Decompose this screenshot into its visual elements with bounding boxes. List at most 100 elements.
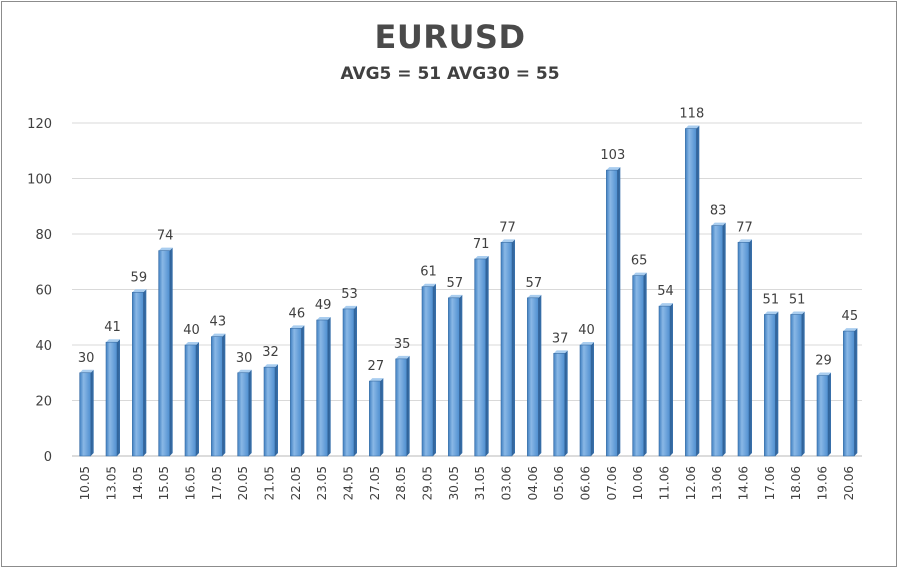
bar — [342, 308, 355, 457]
bar-top — [580, 342, 594, 345]
bar — [579, 344, 592, 457]
bar-top — [316, 317, 331, 321]
bar — [658, 305, 671, 457]
bar-side — [828, 372, 831, 456]
bar-side — [591, 342, 594, 456]
bar-side — [327, 317, 331, 456]
chart-title: EURUSD — [374, 18, 526, 56]
x-tick-label: 21.05 — [263, 466, 277, 500]
bar-top — [738, 239, 752, 243]
bar-side — [406, 355, 410, 456]
bar — [237, 372, 249, 457]
bar-top — [685, 125, 700, 129]
bar-top — [369, 378, 384, 382]
bar — [79, 372, 91, 457]
bar-top — [343, 305, 357, 309]
x-tick-label: 05.06 — [552, 466, 566, 500]
bar-side — [722, 222, 726, 456]
bar-top — [132, 289, 147, 293]
bar — [553, 353, 565, 457]
x-tick-label: 16.05 — [184, 466, 198, 500]
bar-side — [670, 303, 673, 456]
x-tick-label: 30.05 — [447, 466, 461, 500]
bar-side — [854, 328, 858, 456]
x-tick-label: 10.05 — [78, 466, 92, 500]
bar-top — [106, 339, 120, 343]
x-tick-label: 10.06 — [631, 466, 645, 500]
bar — [474, 258, 486, 457]
bar-top — [817, 372, 831, 376]
bar — [316, 319, 328, 457]
bar-top — [606, 167, 621, 171]
bar — [790, 314, 802, 457]
bar-top — [843, 328, 858, 332]
bar-side — [117, 339, 120, 456]
data-label: 74 — [157, 229, 174, 244]
x-tick-label: 31.05 — [473, 466, 487, 500]
x-tick-label: 27.05 — [368, 466, 382, 500]
bar-side — [301, 325, 305, 456]
data-label: 51 — [763, 292, 780, 307]
data-label: 59 — [131, 270, 148, 285]
bar — [184, 344, 197, 457]
data-label: 71 — [473, 237, 490, 252]
x-tick-label: 14.06 — [737, 466, 751, 500]
bar — [448, 297, 460, 457]
data-label: 40 — [183, 323, 200, 338]
bar-side — [538, 294, 542, 456]
bar — [290, 328, 302, 457]
x-tick-label: 13.05 — [105, 466, 119, 500]
x-axis: 10.05 13.05 14.05 15.05 16.05 17.05 20.05 21.05… — [78, 466, 856, 500]
x-tick-label: 28.05 — [394, 466, 408, 500]
bar-top — [711, 222, 726, 226]
bar-top — [264, 364, 278, 368]
data-label: 35 — [394, 337, 411, 352]
bar-side — [696, 125, 700, 457]
data-labels: 30 41 59 74 40 43 30 32 46 49 53 27 35 61 57 71 77 57 37 40… — [78, 107, 858, 375]
bar — [685, 128, 697, 457]
bar-side — [380, 378, 384, 456]
y-tick-label: 100 — [27, 173, 52, 188]
bar-top — [185, 342, 199, 345]
bar-top — [237, 369, 252, 373]
bar-side — [512, 239, 515, 456]
y-tick-label: 20 — [35, 395, 52, 410]
data-label: 54 — [657, 284, 674, 299]
x-tick-label: 18.06 — [789, 466, 803, 500]
y-tick-label: 40 — [35, 339, 52, 354]
bar-side — [196, 342, 199, 456]
bar-top — [448, 294, 463, 298]
bar-top — [395, 355, 410, 359]
y-tick-label: 60 — [35, 284, 52, 299]
data-label: 51 — [789, 292, 806, 307]
x-tick-label: 20.06 — [842, 466, 856, 500]
data-label: 61 — [420, 265, 437, 280]
bar-side — [485, 255, 489, 456]
bar-top — [659, 303, 673, 307]
x-tick-label: 14.05 — [131, 466, 145, 500]
data-label: 103 — [600, 148, 625, 163]
bar-top — [790, 311, 805, 315]
bar — [711, 225, 723, 457]
bar — [158, 250, 170, 457]
bar — [421, 286, 434, 457]
bar-top — [290, 325, 305, 329]
data-label: 65 — [631, 254, 648, 269]
x-tick-label: 17.05 — [210, 466, 224, 500]
x-tick-label: 04.06 — [526, 466, 540, 500]
data-label: 57 — [526, 276, 543, 291]
data-label: 77 — [736, 220, 753, 235]
x-tick-label: 11.06 — [658, 466, 672, 500]
y-tick-label: 120 — [27, 117, 52, 132]
bar — [816, 375, 829, 457]
bars — [79, 125, 858, 457]
bar — [737, 242, 750, 457]
data-label: 57 — [447, 276, 464, 291]
x-tick-label: 03.06 — [500, 466, 514, 500]
bar-top — [158, 247, 173, 251]
bar-side — [643, 272, 647, 456]
bar-top — [527, 294, 542, 298]
bar-side — [459, 294, 463, 456]
x-tick-label: 07.06 — [605, 466, 619, 500]
